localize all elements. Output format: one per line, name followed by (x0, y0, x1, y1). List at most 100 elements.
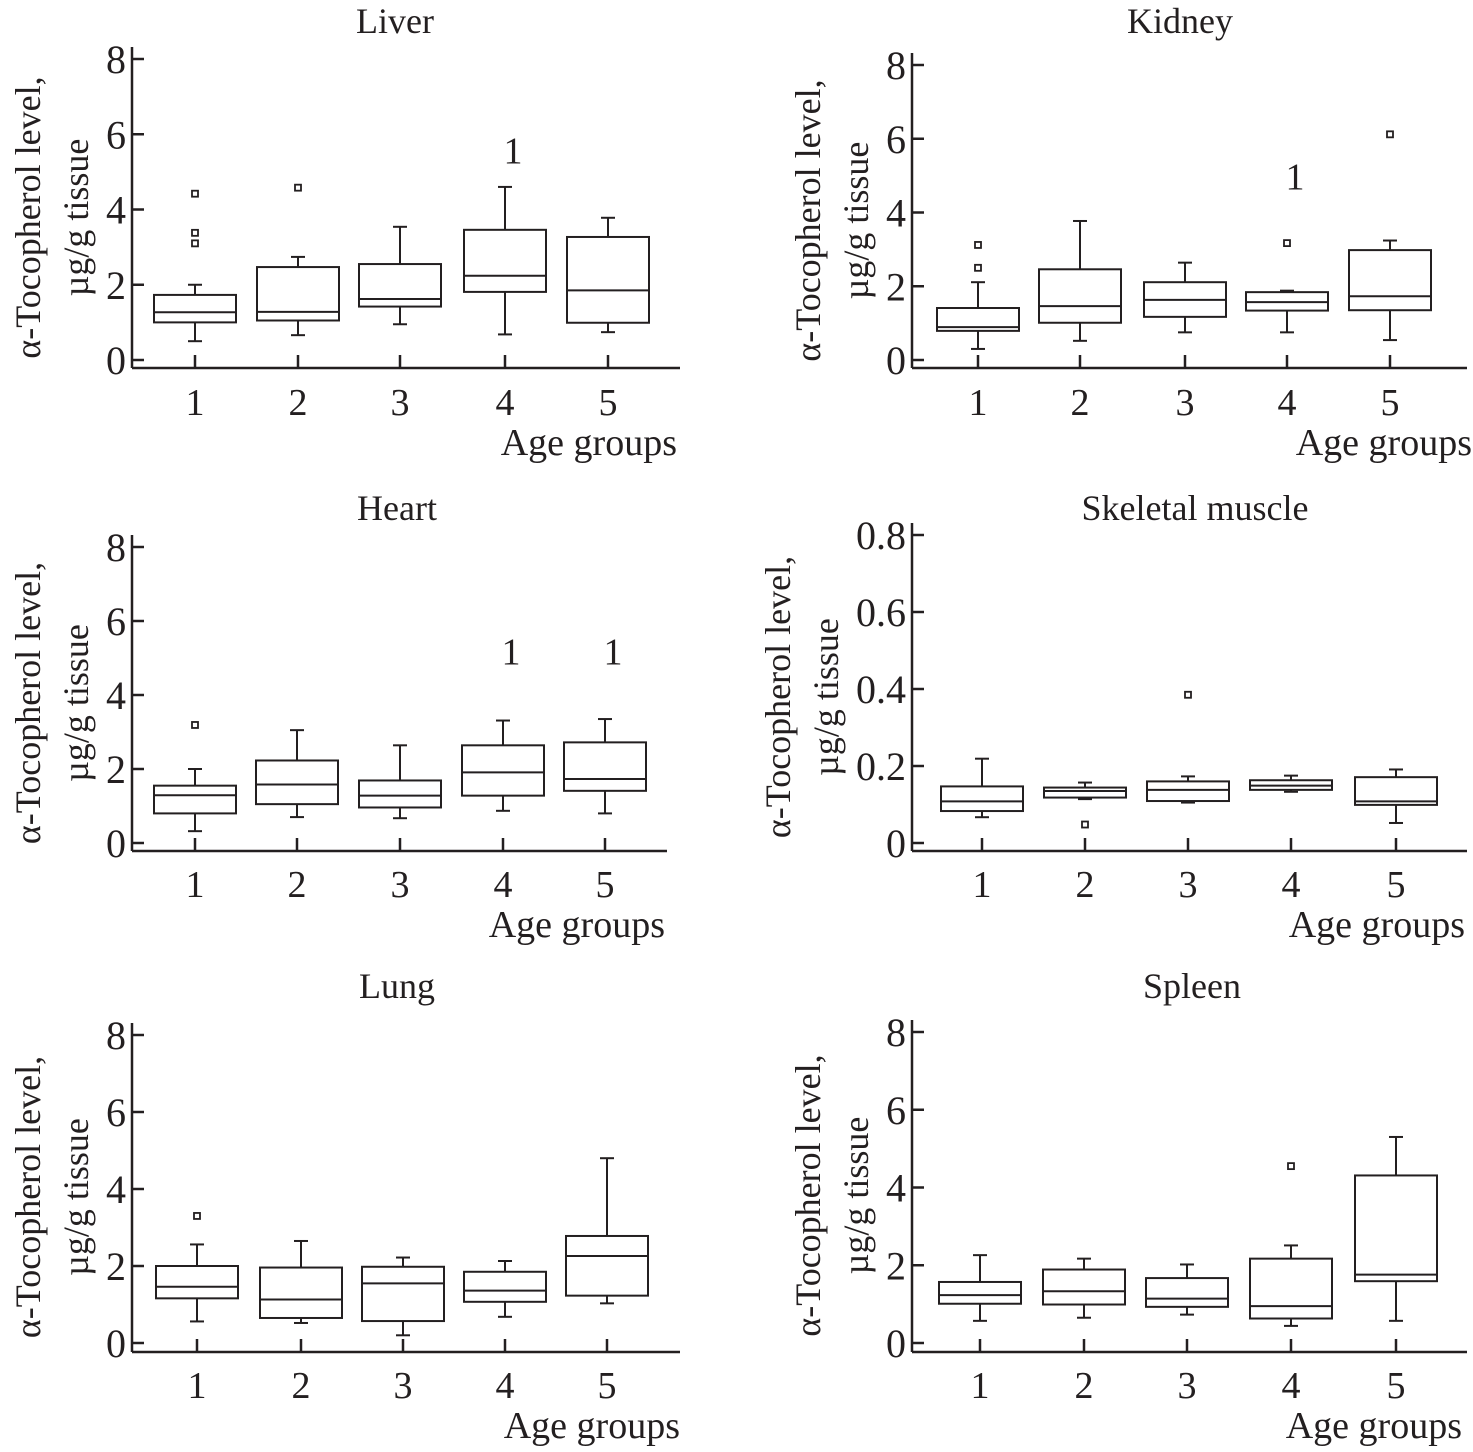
y-axis-title-line2: µg/g tissue (56, 139, 96, 297)
outlier-point (191, 721, 199, 729)
box-group-3 (1145, 1263, 1229, 1316)
iqr-box (153, 784, 237, 815)
y-axis-title-line2: µg/g tissue (56, 1118, 96, 1276)
y-tick-label: 0.4 (856, 667, 906, 712)
y-axis-title-line1: α-Tocopherol level, (8, 562, 48, 844)
x-tick-label: 2 (292, 1365, 311, 1407)
x-tick-label: 4 (1282, 1365, 1301, 1407)
panel-title: Skeletal muscle (1082, 488, 1309, 528)
y-tick-label: 2 (886, 1243, 906, 1288)
y-axis-title-line2: µg/g tissue (56, 624, 96, 782)
iqr-box (1146, 780, 1230, 803)
iqr-box (565, 1234, 649, 1297)
outlier-point (1081, 820, 1089, 829)
x-tick-label: 4 (496, 1365, 515, 1407)
box-group-3 (1143, 261, 1227, 334)
x-tick-label: 2 (1071, 382, 1090, 424)
iqr-box (1354, 1174, 1438, 1283)
y-axis-title-line2: µg/g tissue (836, 142, 876, 300)
panel-title: Lung (359, 966, 435, 1006)
significance-marker: 1 (1286, 157, 1305, 199)
iqr-box (155, 1265, 239, 1300)
iqr-box (463, 1270, 547, 1303)
x-tick-label: 1 (186, 864, 205, 906)
y-tick-label: 8 (106, 1013, 126, 1058)
x-tick-label: 3 (1178, 1365, 1197, 1407)
x-tick-label: 5 (1387, 864, 1406, 906)
box-group-1 (153, 721, 237, 833)
x-axis-title: Age groups (489, 904, 665, 946)
iqr-box (1145, 1277, 1229, 1308)
iqr-box (153, 293, 237, 324)
box-group-3 (1146, 690, 1230, 804)
box-group-3 (358, 225, 442, 326)
box-group-2 (256, 183, 340, 337)
x-tick-label: 5 (596, 864, 615, 906)
x-tick-label: 5 (599, 382, 618, 424)
outlier-point (191, 228, 199, 237)
x-tick-label: 2 (1075, 1365, 1094, 1407)
box-group-4 (463, 1259, 547, 1318)
y-axis-title-line1: α-Tocopherol level, (788, 1054, 828, 1336)
outlier-point (1184, 690, 1192, 699)
y-axis-title-line2: µg/g tissue (806, 618, 846, 776)
box-group-1 (153, 189, 237, 343)
x-axis-title: Age groups (1296, 422, 1472, 464)
y-axis-title-line1: α-Tocopherol level, (788, 79, 828, 361)
box-group-5 (566, 216, 650, 334)
y-tick-label: 0 (886, 821, 906, 866)
panel-title: Spleen (1143, 966, 1241, 1006)
y-tick-label: 6 (106, 1090, 126, 1135)
iqr-box (1042, 1268, 1126, 1306)
box-group-4 (463, 185, 547, 336)
iqr-box (358, 263, 442, 308)
iqr-box (461, 744, 545, 797)
x-tick-label: 4 (496, 382, 515, 424)
x-tick-label: 2 (288, 864, 307, 906)
y-tick-label: 4 (106, 1167, 126, 1212)
y-tick-label: 0.8 (856, 513, 906, 558)
outlier-point (193, 1212, 201, 1220)
box-group-4 (1249, 774, 1333, 793)
box-group-2 (259, 1239, 343, 1324)
outlier-point (191, 189, 199, 198)
x-tick-label: 1 (973, 864, 992, 906)
iqr-box (463, 228, 547, 293)
outlier-point (191, 239, 199, 248)
box-group-1 (936, 241, 1020, 350)
x-tick-label: 5 (1381, 382, 1400, 424)
box-group-4 (1245, 239, 1329, 334)
iqr-box (563, 741, 647, 792)
box-group-3 (361, 1256, 445, 1337)
x-axis-title: Age groups (1289, 904, 1465, 946)
box-group-1 (938, 1254, 1022, 1322)
outlier-point (1287, 1162, 1295, 1171)
y-tick-label: 2 (106, 747, 126, 792)
y-tick-label: 0 (106, 821, 126, 866)
x-tick-label: 4 (1282, 864, 1301, 906)
iqr-box (361, 1265, 445, 1323)
significance-marker: 1 (504, 130, 523, 172)
y-tick-label: 0 (106, 338, 126, 383)
outlier-point (974, 241, 982, 249)
iqr-box (1354, 776, 1438, 806)
iqr-box (358, 779, 442, 809)
y-tick-label: 4 (886, 191, 906, 236)
y-tick-label: 2 (886, 264, 906, 309)
y-tick-label: 0 (106, 1321, 126, 1366)
y-tick-label: 4 (106, 673, 126, 718)
iqr-box (566, 235, 650, 324)
iqr-box (1038, 268, 1122, 324)
y-tick-label: 8 (886, 43, 906, 88)
y-tick-label: 6 (106, 599, 126, 644)
box-group-2 (255, 729, 339, 819)
y-tick-label: 4 (886, 1166, 906, 1211)
x-axis-title: Age groups (501, 422, 677, 464)
outlier-point (1386, 130, 1394, 139)
iqr-box (936, 307, 1020, 332)
x-tick-label: 1 (971, 1365, 990, 1407)
outlier-point (974, 263, 982, 272)
